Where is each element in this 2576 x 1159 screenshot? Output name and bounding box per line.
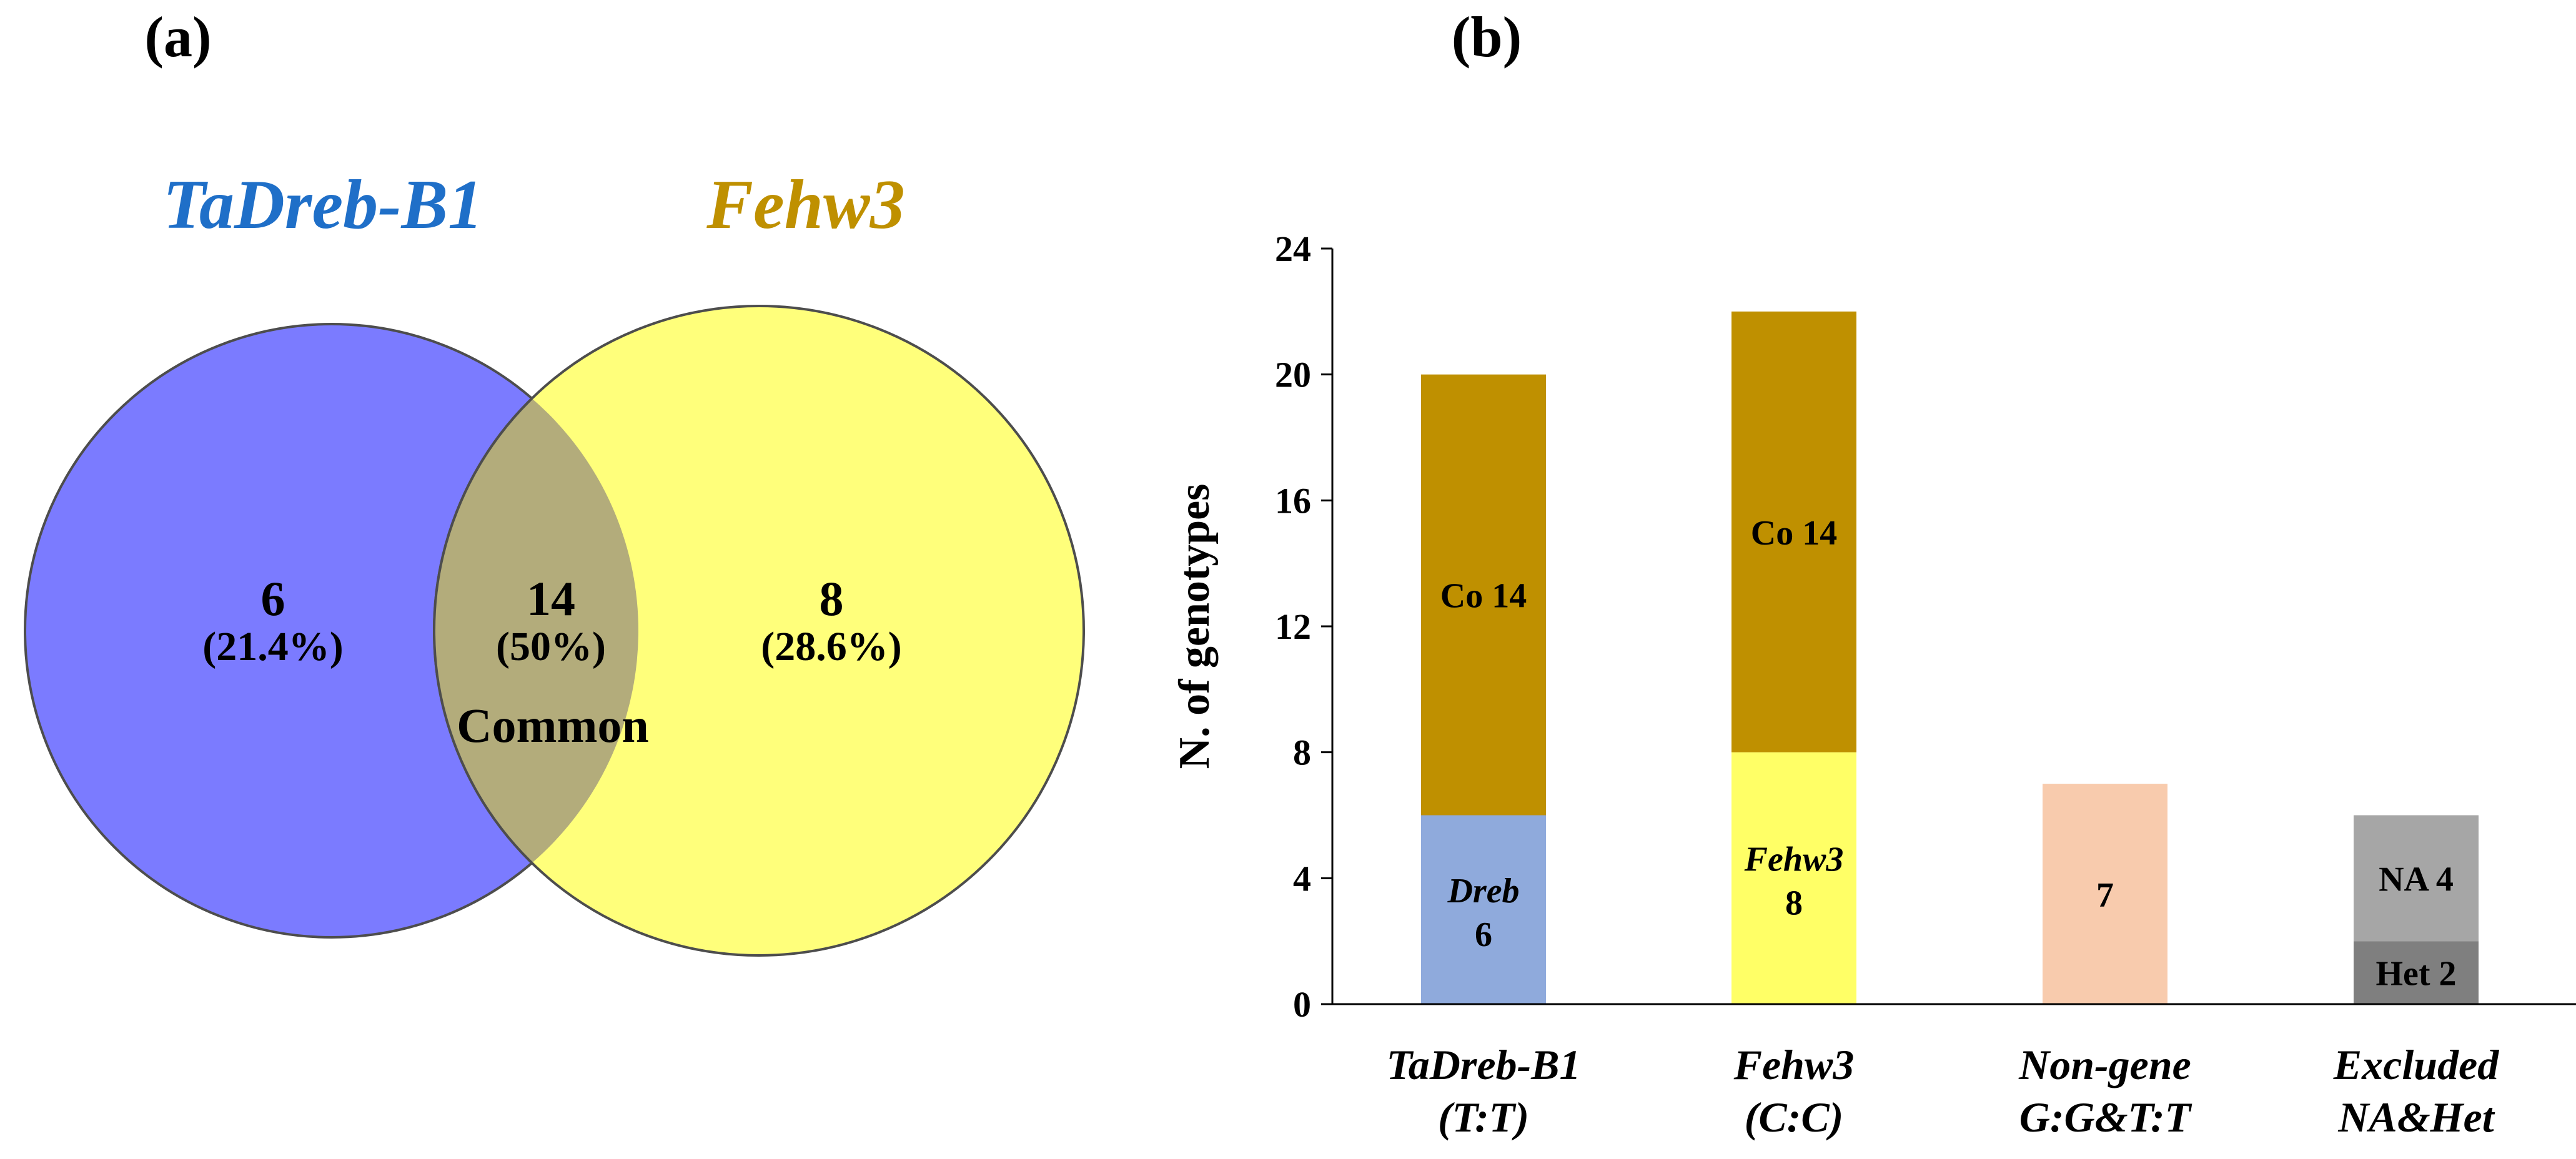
bar-segment (2043, 784, 2167, 1004)
bar-segment (1731, 752, 1856, 1004)
x-tick-label: Excluded (2333, 1041, 2499, 1088)
y-tick-label: 4 (1293, 858, 1311, 899)
bar-segment (1421, 374, 1546, 816)
x-tick-label: G:G&T:T (2019, 1093, 2192, 1141)
bar-segment (2354, 941, 2479, 1004)
bar-data-label: Co 14 (1751, 514, 1837, 553)
venn-left-count: 6 (261, 571, 285, 626)
bar-data-label: Dreb (1447, 872, 1519, 910)
bar-segment (2354, 815, 2479, 942)
venn-right-title: Fehw3 (706, 166, 904, 244)
venn-overlap-count: 14 (527, 571, 575, 626)
venn-left-title: TaDreb-B1 (163, 166, 483, 244)
bar-data-label: Het 2 (2375, 955, 2456, 994)
venn-overlap-label: Common (457, 698, 649, 752)
bar-data-label: Fehw3 (1744, 840, 1844, 879)
bar-data-label: 8 (1785, 884, 1803, 922)
y-tick-label: 24 (1275, 229, 1311, 269)
x-tick-label: NA&Het (2337, 1093, 2495, 1141)
y-axis-label: N. of genotypes (1171, 484, 1219, 769)
bar-chart: Dreb 6 Co 14 Fehw3 8 Co 14 7 Het 2 NA 4 0 4 8 12 16 2… (1171, 229, 2576, 1141)
y-tick-label: 12 (1275, 606, 1311, 647)
x-tick-label: (C:C) (1745, 1093, 1844, 1141)
y-tick-label: 20 (1275, 355, 1311, 395)
x-tick-label: TaDreb-B1 (1386, 1041, 1580, 1088)
panel-b-label: (b) (1452, 5, 1522, 69)
venn-overlap-percent: (50%) (496, 624, 606, 669)
x-tick-label: Non-gene (2018, 1041, 2191, 1088)
x-axis-labels: TaDreb-B1 (T:T) Fehw3 (C:C) Non-gene G:G&T:T E… (1386, 1041, 2499, 1141)
x-tick-label: Fehw3 (1733, 1041, 1855, 1088)
y-axis-ticks: 0 4 8 12 16 20 24 (1275, 229, 1332, 1025)
x-tick-label: (T:T) (1438, 1093, 1529, 1141)
bar-segment (1421, 815, 1546, 1004)
venn-diagram: TaDreb-B1 Fehw3 6 (21.4%) 14 (50%) Commo… (24, 166, 1085, 957)
y-tick-label: 16 (1275, 480, 1311, 521)
panel-a-label: (a) (144, 5, 211, 69)
y-tick-label: 0 (1293, 984, 1311, 1025)
y-tick-label: 8 (1293, 732, 1311, 773)
bar-data-label: NA 4 (2379, 860, 2454, 899)
venn-right-count: 8 (820, 571, 844, 626)
bar-data-label: 7 (2096, 876, 2114, 915)
venn-right-percent: (28.6%) (761, 624, 901, 669)
venn-left-percent: (21.4%) (202, 624, 343, 669)
bar-data-label: Co 14 (1440, 577, 1527, 616)
bar-series: Dreb 6 Co 14 Fehw3 8 Co 14 7 Het 2 NA 4 (1421, 311, 2479, 1004)
bar-data-label: 6 (1475, 915, 1492, 954)
bar-segment (1731, 311, 1856, 752)
